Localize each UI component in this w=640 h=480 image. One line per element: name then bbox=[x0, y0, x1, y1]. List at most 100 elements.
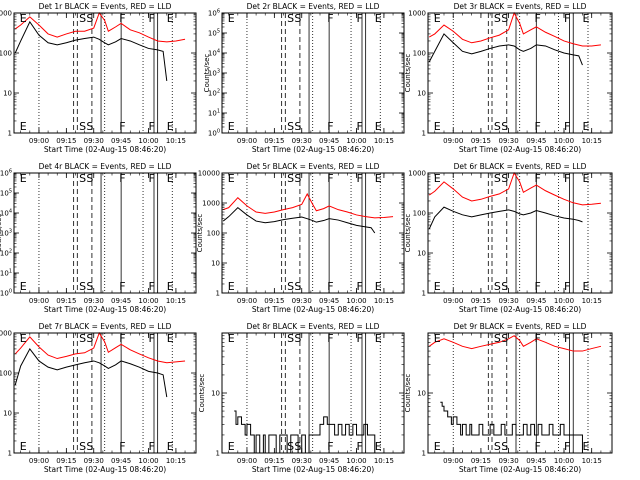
series-line-events bbox=[440, 401, 583, 453]
x-tick-label: 09:45 bbox=[111, 457, 131, 465]
marker-label: F bbox=[327, 332, 333, 345]
x-axis-label: Start Time (02-Aug-15 08:46:20) bbox=[44, 305, 166, 314]
x-tick-label: 10:15 bbox=[582, 297, 602, 305]
panel-det-2r: Det 2r BLACK = Events, RED = LLDEESSSSFF… bbox=[203, 2, 405, 154]
y-tick-label: 100 bbox=[0, 370, 12, 378]
marker-label: E bbox=[582, 280, 589, 293]
marker-label: F bbox=[119, 172, 125, 185]
x-tick-label: 09:30 bbox=[292, 137, 312, 145]
marker-label: F bbox=[149, 12, 155, 25]
marker-label: E bbox=[167, 332, 174, 345]
series-line-lld bbox=[428, 335, 602, 352]
marker-label: E bbox=[20, 280, 27, 293]
x-tick-label: 09:00 bbox=[443, 457, 463, 465]
y-tick-label: 1 bbox=[216, 290, 220, 298]
marker-label: S bbox=[494, 440, 501, 453]
marker-label: F bbox=[564, 12, 570, 25]
y-tick-label: 10 bbox=[3, 410, 12, 418]
y-axis-label: Counts/sec bbox=[404, 214, 412, 253]
marker-label: F bbox=[534, 280, 540, 293]
x-tick-label: 10:00 bbox=[346, 297, 366, 305]
x-tick-label: 09:45 bbox=[319, 297, 339, 305]
marker-label: F bbox=[149, 280, 155, 293]
marker-label: F bbox=[327, 172, 333, 185]
y-tick-label: 1000 bbox=[0, 10, 12, 18]
marker-label: F bbox=[534, 332, 540, 345]
marker-label: F bbox=[534, 172, 540, 185]
marker-label: E bbox=[228, 332, 235, 345]
y-axis-label: Counts/sec bbox=[404, 374, 412, 413]
marker-label: E bbox=[228, 172, 235, 185]
x-tick-label: 09:15 bbox=[471, 297, 491, 305]
marker-label: S bbox=[494, 332, 501, 345]
x-tick-label: 10:15 bbox=[374, 137, 394, 145]
marker-label: S bbox=[86, 12, 93, 25]
marker-label: F bbox=[149, 120, 155, 133]
x-tick-label: 10:15 bbox=[582, 137, 602, 145]
marker-label: F bbox=[357, 120, 363, 133]
y-tick-label: 100 bbox=[413, 210, 426, 218]
x-tick-label: 09:00 bbox=[443, 137, 463, 145]
y-tick-exponent: 6 bbox=[217, 9, 220, 15]
y-tick-label: 105 bbox=[208, 29, 220, 38]
x-axis-label: Start Time (02-Aug-15 08:46:20) bbox=[459, 145, 581, 154]
series-line-lld bbox=[428, 11, 601, 47]
y-tick-label: 100 bbox=[413, 50, 426, 58]
x-tick-label: 10:00 bbox=[138, 297, 158, 305]
y-tick-label: 1000 bbox=[202, 200, 220, 208]
marker-label: S bbox=[79, 120, 86, 133]
y-tick-exponent: 3 bbox=[9, 229, 12, 235]
y-tick-label: 101 bbox=[208, 109, 220, 118]
x-tick-label: 09:00 bbox=[443, 297, 463, 305]
x-tick-label: 09:15 bbox=[471, 457, 491, 465]
marker-label: S bbox=[294, 280, 301, 293]
marker-label: E bbox=[228, 120, 235, 133]
y-tick-exponent: 3 bbox=[217, 69, 220, 75]
x-tick-label: 09:00 bbox=[29, 137, 49, 145]
y-tick-label: 102 bbox=[0, 249, 12, 258]
marker-label: S bbox=[501, 280, 508, 293]
y-tick-label: 1 bbox=[422, 130, 426, 138]
marker-label: F bbox=[327, 440, 333, 453]
x-tick-label: 09:00 bbox=[29, 297, 49, 305]
marker-label: S bbox=[79, 332, 86, 345]
marker-label: E bbox=[582, 440, 589, 453]
x-tick-label: 09:00 bbox=[29, 457, 49, 465]
y-tick-exponent: 4 bbox=[217, 49, 220, 55]
y-tick-label: 106 bbox=[208, 9, 220, 18]
marker-label: S bbox=[294, 332, 301, 345]
x-tick-label: 10:00 bbox=[138, 457, 158, 465]
y-tick-label: 10 bbox=[417, 390, 426, 398]
x-tick-label: 10:15 bbox=[374, 297, 394, 305]
marker-label: E bbox=[228, 12, 235, 25]
series-line-events bbox=[14, 347, 168, 398]
marker-label: F bbox=[327, 280, 333, 293]
y-tick-exponent: 2 bbox=[9, 249, 12, 255]
x-tick-label: 10:00 bbox=[138, 137, 158, 145]
marker-label: F bbox=[327, 12, 333, 25]
x-tick-label: 10:00 bbox=[346, 137, 366, 145]
marker-label: S bbox=[294, 12, 301, 25]
marker-label: F bbox=[564, 172, 570, 185]
y-tick-label: 1 bbox=[8, 450, 12, 458]
x-tick-label: 09:30 bbox=[499, 137, 519, 145]
x-tick-label: 10:15 bbox=[582, 457, 602, 465]
marker-label: F bbox=[119, 120, 125, 133]
marker-label: E bbox=[20, 440, 27, 453]
series-line-events bbox=[234, 410, 376, 454]
marker-label: F bbox=[564, 280, 570, 293]
marker-label: F bbox=[534, 12, 540, 25]
y-tick-exponent: 4 bbox=[9, 209, 12, 215]
marker-label: E bbox=[20, 12, 27, 25]
panel-title: Det 5r BLACK = Events, RED = LLD bbox=[247, 162, 380, 171]
panel-title: Det 2r BLACK = Events, RED = LLD bbox=[247, 2, 380, 11]
x-tick-label: 09:00 bbox=[237, 297, 257, 305]
marker-label: E bbox=[375, 280, 382, 293]
y-tick-label: 100 bbox=[0, 289, 12, 298]
series-line-lld bbox=[428, 171, 601, 206]
marker-label: E bbox=[20, 172, 27, 185]
marker-label: F bbox=[357, 172, 363, 185]
marker-label: F bbox=[564, 332, 570, 345]
marker-label: S bbox=[294, 120, 301, 133]
marker-label: E bbox=[434, 332, 441, 345]
